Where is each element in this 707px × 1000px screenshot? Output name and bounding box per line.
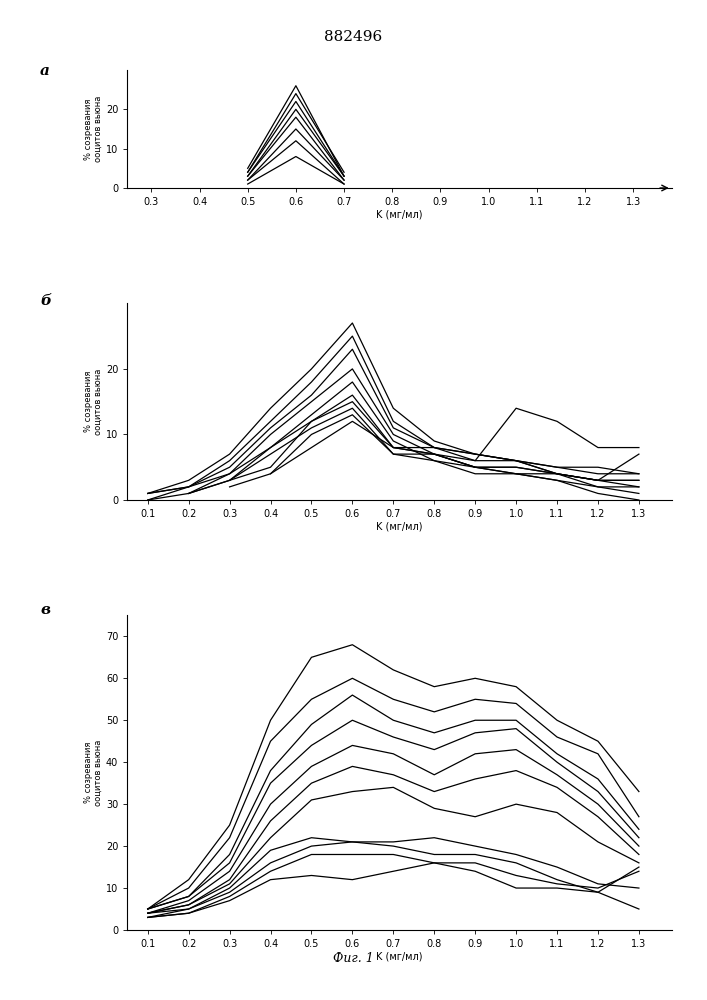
- Y-axis label: % созревания
ооцитов вьюна: % созревания ооцитов вьюна: [83, 96, 103, 162]
- Y-axis label: % созревания
ооцитов вьюна: % созревания ооцитов вьюна: [83, 739, 103, 806]
- Y-axis label: % созревания
ооцитов вьюна: % созревания ооцитов вьюна: [83, 368, 103, 435]
- X-axis label: K (мг/мл): K (мг/мл): [376, 522, 423, 532]
- Text: б: б: [40, 294, 51, 308]
- Text: 882496: 882496: [325, 30, 382, 44]
- Text: Фиг. 1: Фиг. 1: [333, 952, 374, 965]
- Text: в: в: [40, 603, 50, 617]
- X-axis label: K (мг/мл): K (мг/мл): [376, 210, 423, 220]
- Text: а: а: [40, 64, 50, 78]
- X-axis label: K (мг/мл): K (мг/мл): [376, 952, 423, 962]
